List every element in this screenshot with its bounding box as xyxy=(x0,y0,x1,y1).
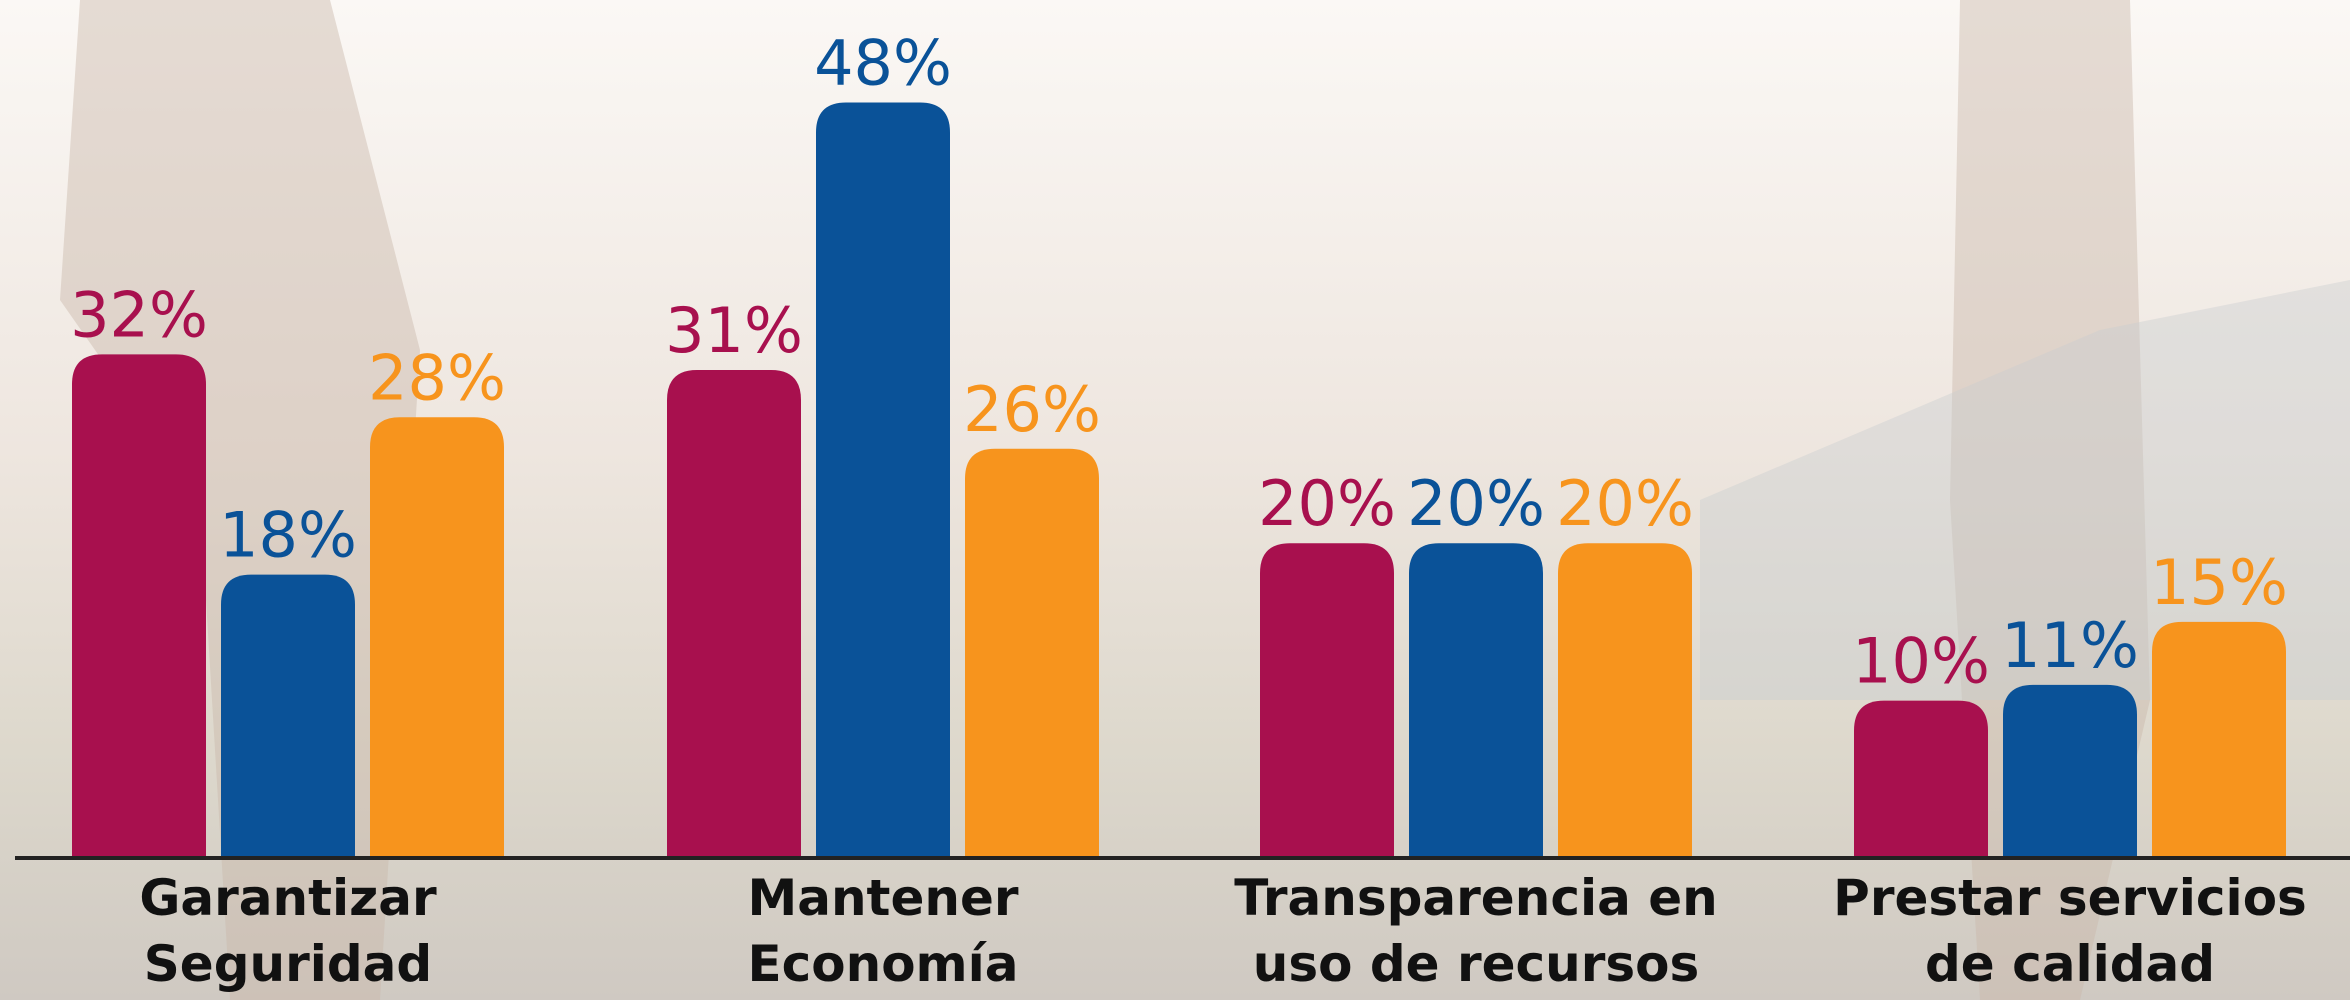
value-label: 31% xyxy=(665,294,803,367)
bar xyxy=(816,102,950,859)
category-label: Garantizar xyxy=(139,869,437,927)
bar xyxy=(72,354,206,858)
category-label: Economía xyxy=(747,935,1018,993)
value-label: 48% xyxy=(814,26,952,99)
category-label: Mantener xyxy=(747,869,1018,927)
category-label: Prestar servicios xyxy=(1833,869,2307,927)
value-label: 20% xyxy=(1407,467,1545,540)
category-label: Transparencia en xyxy=(1234,869,1718,927)
value-label: 15% xyxy=(2150,546,2288,619)
value-label: 11% xyxy=(2001,609,2139,682)
bar xyxy=(667,370,801,858)
bar xyxy=(1854,700,1988,858)
category-label: Seguridad xyxy=(144,935,432,993)
bar xyxy=(221,574,355,858)
value-label: 32% xyxy=(70,278,208,351)
value-label: 20% xyxy=(1258,467,1396,540)
bar xyxy=(2003,684,2137,858)
category-label: de calidad xyxy=(1925,935,2215,993)
value-label: 26% xyxy=(963,373,1101,446)
value-label: 20% xyxy=(1556,467,1694,540)
value-label: 18% xyxy=(219,499,357,572)
bar xyxy=(1409,543,1543,858)
bar xyxy=(1260,543,1394,858)
bar xyxy=(370,417,504,858)
value-label: 10% xyxy=(1852,625,1990,698)
category-label: uso de recursos xyxy=(1253,935,1700,993)
background-hills xyxy=(1700,280,2350,700)
bar xyxy=(965,448,1099,858)
plot-area: Garantizar Seguridad 32% 18% 28% Mantener Econ… xyxy=(70,26,2307,993)
bar xyxy=(1558,543,1692,858)
value-label: 28% xyxy=(368,341,506,414)
bar xyxy=(2152,621,2286,858)
